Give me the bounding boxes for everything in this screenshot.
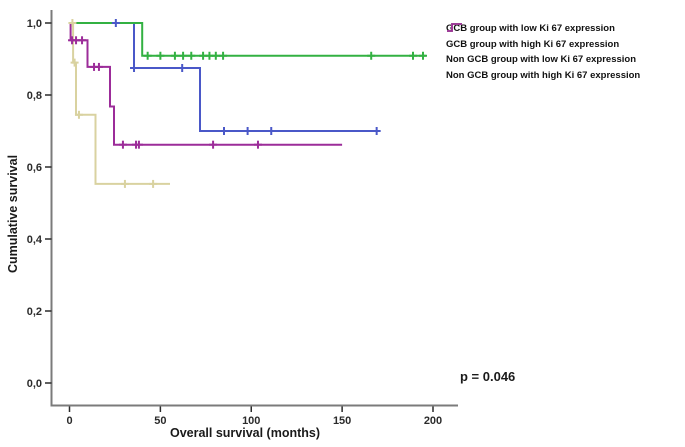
legend-step-icon [447,23,462,32]
p-value-annotation: p = 0.046 [460,369,516,384]
legend-label: GCB group with high Ki 67 expression [446,38,620,50]
x-tick-label: 0 [66,415,72,427]
y-axis-title: Cumulative survival [6,154,20,274]
legend-item-2: Non GCB group with low Ki 67 expression [446,23,640,68]
legend-item-1: GCB group with high Ki 67 expression [446,23,640,53]
legend-item-0: GCB group with low Ki 67 expression [446,21,640,37]
survival-curve-1 [69,22,426,57]
y-tick-label: 0,4 [27,234,43,246]
x-axis-title: Overall survival (months) [169,426,321,440]
y-tick-label: 0,8 [27,90,42,102]
y-tick-label: 0,0 [27,378,42,390]
x-tick-label: 50 [154,415,166,427]
legend-label: GCB group with low Ki 67 expression [446,23,615,35]
y-tick-label: 1,0 [27,18,42,30]
survival-curve-0 [69,22,379,132]
y-tick-label: 0,6 [27,162,42,174]
x-tick-label: 100 [242,415,260,427]
legend: GCB group with low Ki 67 expression GCB g… [446,21,640,83]
legend-item-3: Non GCB group with high Ki 67 expression [446,23,641,84]
legend-label: Non GCB group with high Ki 67 expression [446,69,641,81]
x-tick-label: 150 [333,415,351,427]
legend-label: Non GCB group with low Ki 67 expression [446,54,637,66]
survival-curve-2 [69,22,170,185]
survival-curve-3 [69,22,343,146]
x-tick-label: 200 [424,415,442,427]
y-tick-label: 0,2 [27,306,42,318]
